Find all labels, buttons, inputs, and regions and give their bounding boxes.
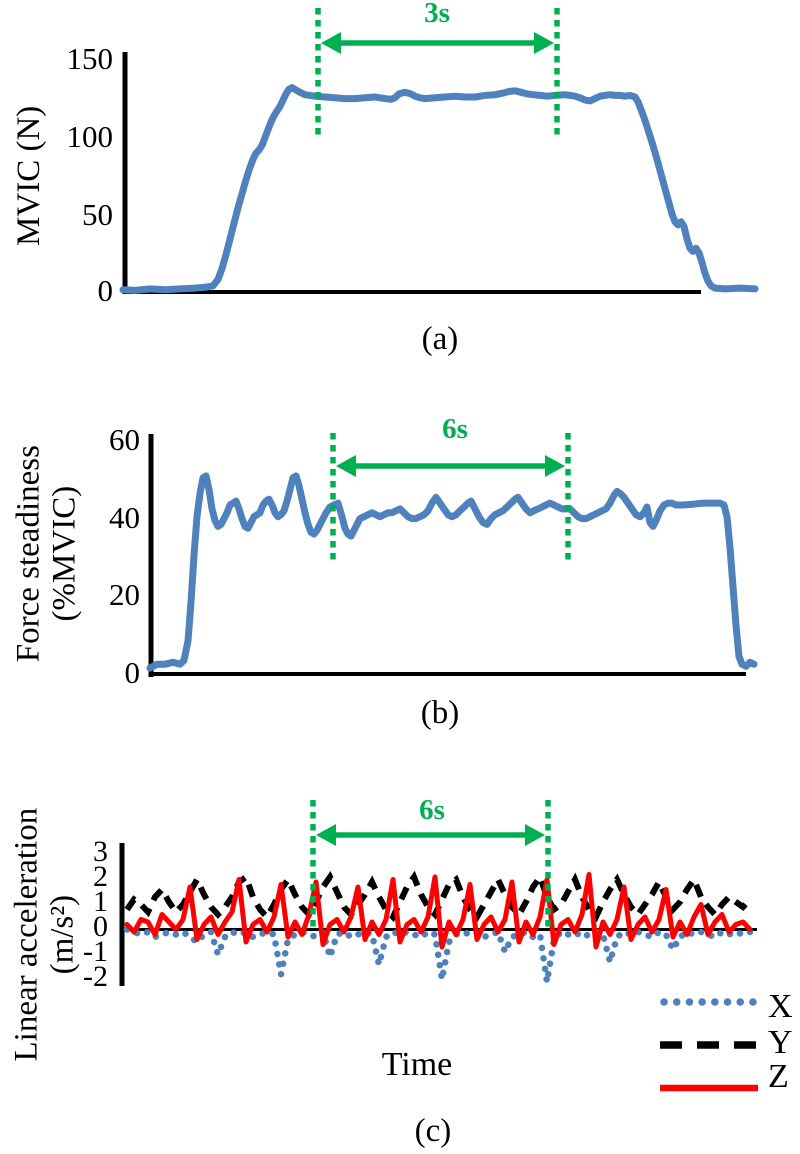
a-arrowhead-left bbox=[321, 32, 341, 54]
a-caption: (a) bbox=[421, 321, 459, 357]
b-arrowhead-left bbox=[336, 455, 356, 477]
b-y-axis-title: Force steadiness (%MVIC) bbox=[10, 445, 82, 663]
c-series-z bbox=[124, 872, 753, 950]
a-ytick-150: 150 bbox=[66, 41, 114, 76]
c-x-axis-title: Time bbox=[381, 1046, 453, 1083]
c-ytick-2: 2 bbox=[93, 860, 108, 893]
b-window-duration-label: 6s bbox=[442, 413, 468, 445]
a-ytick-50: 50 bbox=[82, 197, 113, 232]
c-series-x bbox=[123, 926, 754, 986]
c-ytick-1: 1 bbox=[93, 885, 108, 918]
b-series-group bbox=[146, 472, 758, 672]
c-ytick-0: 0 bbox=[93, 910, 108, 943]
c-caption: (c) bbox=[414, 1113, 452, 1149]
subplot-c bbox=[119, 800, 757, 986]
b-ytick-0: 0 bbox=[124, 655, 141, 690]
legend-swatch-z bbox=[660, 1084, 758, 1092]
subplot-b bbox=[146, 433, 758, 677]
a-series-mvic-force bbox=[119, 84, 759, 294]
c-ytick-neg1: -1 bbox=[83, 935, 108, 968]
a-interval-markers bbox=[315, 8, 560, 135]
a-arrowhead-right bbox=[534, 32, 554, 54]
c-ytick-3: 3 bbox=[93, 835, 108, 868]
subplot-a bbox=[119, 8, 759, 294]
b-ytick-20: 20 bbox=[109, 577, 140, 612]
a-ytick-0: 0 bbox=[97, 273, 114, 308]
b-series-force-steadiness bbox=[146, 472, 758, 672]
legend-swatch-y bbox=[660, 1041, 758, 1049]
c-arrowhead-right bbox=[525, 824, 545, 846]
a-ytick-100: 100 bbox=[66, 119, 114, 154]
c-ytick-neg2: -2 bbox=[83, 960, 108, 993]
b-ytick-40: 40 bbox=[109, 500, 140, 535]
b-interval-markers bbox=[330, 433, 571, 562]
b-ytick-60: 60 bbox=[109, 422, 140, 457]
c-arrowhead-left bbox=[316, 824, 336, 846]
c-series-group bbox=[123, 870, 754, 986]
a-series-group bbox=[119, 84, 759, 294]
c-window-duration-label: 6s bbox=[419, 794, 445, 826]
c-interval-markers bbox=[310, 800, 551, 932]
a-window-duration-label: 3s bbox=[424, 0, 450, 29]
legend-label-z: Z bbox=[768, 1058, 789, 1095]
a-y-axis-title: MVIC (N) bbox=[11, 105, 48, 246]
legend-label-x: X bbox=[768, 988, 793, 1025]
b-caption: (b) bbox=[420, 695, 460, 731]
legend-label-y: Y bbox=[768, 1024, 793, 1061]
b-arrowhead-right bbox=[545, 455, 565, 477]
legend-swatch-x bbox=[660, 998, 758, 1006]
